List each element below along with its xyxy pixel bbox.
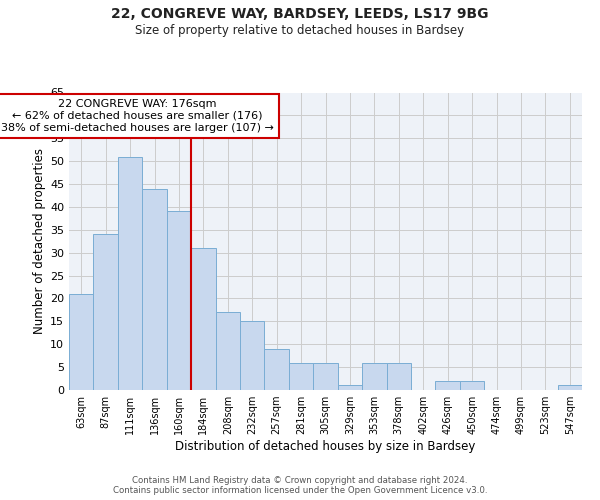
Bar [460, 381, 484, 390]
Text: 22 CONGREVE WAY: 176sqm
← 62% of detached houses are smaller (176)
38% of semi-d: 22 CONGREVE WAY: 176sqm ← 62% of detache… [1, 100, 274, 132]
Bar [313, 362, 338, 390]
Bar [69, 294, 94, 390]
Bar [386, 362, 411, 390]
Text: Size of property relative to detached houses in Bardsey: Size of property relative to detached ho… [136, 24, 464, 37]
Bar [289, 362, 313, 390]
Bar [362, 362, 386, 390]
Bar [265, 349, 289, 390]
Bar [240, 322, 265, 390]
Bar [338, 386, 362, 390]
Bar [436, 381, 460, 390]
Bar [167, 212, 191, 390]
Bar [557, 386, 582, 390]
Bar [94, 234, 118, 390]
Bar [142, 188, 167, 390]
Y-axis label: Number of detached properties: Number of detached properties [33, 148, 46, 334]
Bar [118, 156, 142, 390]
Bar [215, 312, 240, 390]
Text: Contains HM Land Registry data © Crown copyright and database right 2024.
Contai: Contains HM Land Registry data © Crown c… [113, 476, 487, 495]
Text: 22, CONGREVE WAY, BARDSEY, LEEDS, LS17 9BG: 22, CONGREVE WAY, BARDSEY, LEEDS, LS17 9… [111, 8, 489, 22]
X-axis label: Distribution of detached houses by size in Bardsey: Distribution of detached houses by size … [175, 440, 476, 453]
Bar [191, 248, 215, 390]
